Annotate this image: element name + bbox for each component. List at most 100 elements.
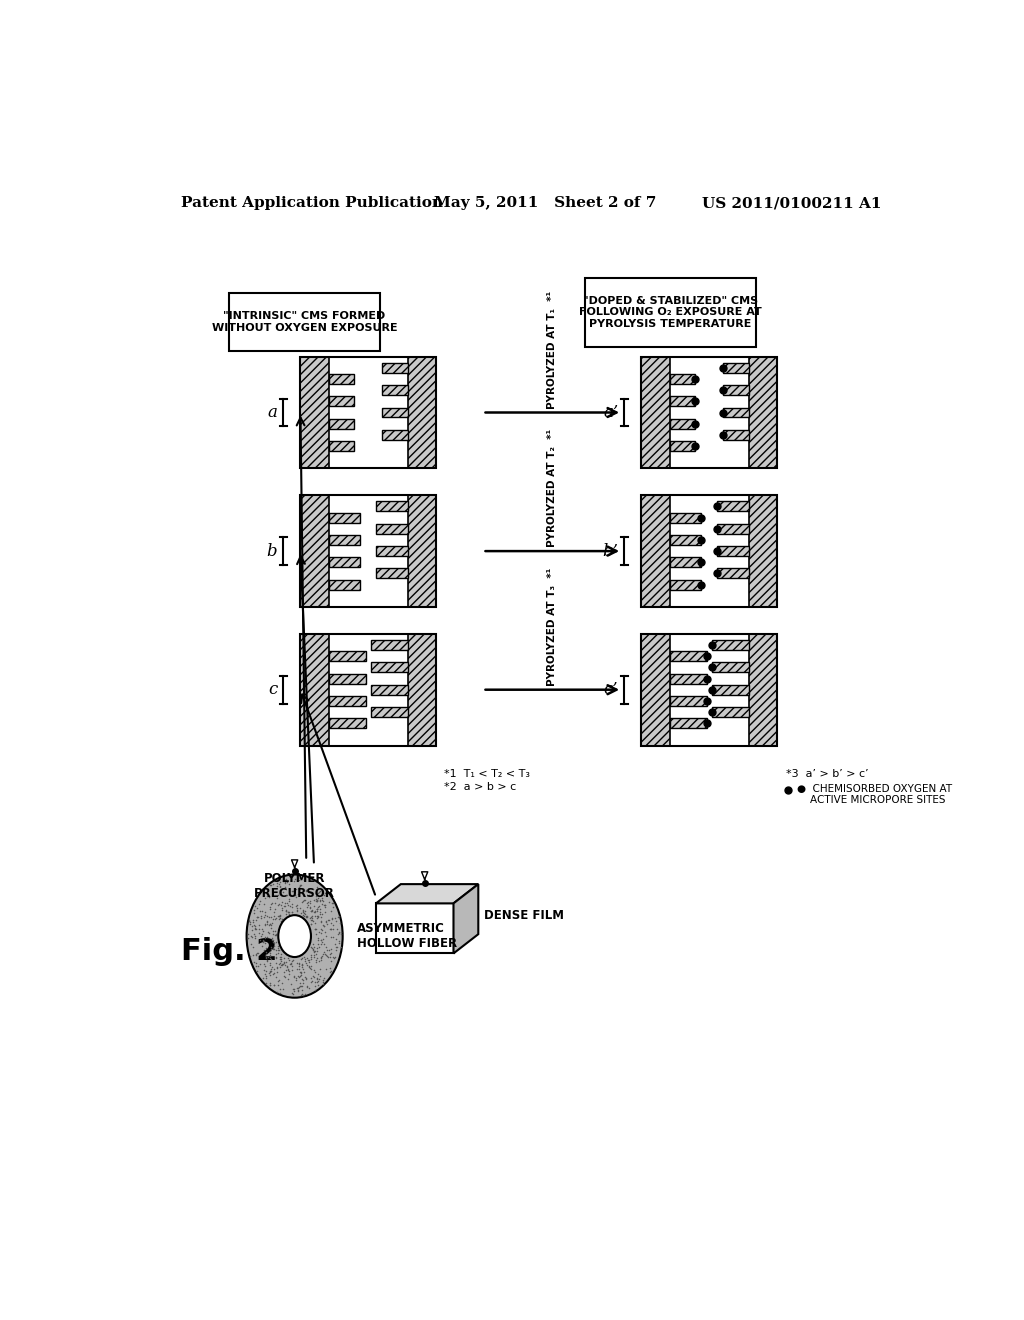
- Point: [256, 927, 272, 948]
- Point: [313, 948, 330, 969]
- Point: [301, 950, 317, 972]
- Point: [314, 974, 331, 995]
- Point: [312, 919, 329, 940]
- Point: [328, 936, 344, 957]
- Point: [254, 900, 270, 921]
- Point: [271, 979, 288, 1001]
- Point: [295, 958, 311, 979]
- Point: [305, 895, 322, 916]
- Point: [258, 948, 274, 969]
- Point: [293, 949, 309, 970]
- Point: [280, 958, 296, 979]
- Point: [308, 888, 325, 909]
- Point: [272, 871, 289, 892]
- Point: [306, 919, 323, 940]
- Point: [308, 899, 325, 920]
- Point: [262, 973, 279, 994]
- Bar: [670, 718, 707, 729]
- Point: [263, 949, 280, 970]
- Point: [251, 915, 267, 936]
- Bar: [641, 356, 777, 469]
- Text: a: a: [267, 404, 278, 421]
- Point: [255, 968, 271, 989]
- Point: [323, 939, 339, 960]
- Point: [241, 909, 257, 931]
- Point: [260, 921, 276, 942]
- Point: [247, 915, 263, 936]
- Point: [321, 909, 337, 931]
- Point: [278, 892, 294, 913]
- Point: [310, 896, 327, 917]
- Point: [302, 898, 318, 919]
- Point: [255, 894, 271, 915]
- Point: [262, 942, 279, 964]
- Point: [303, 968, 319, 989]
- Point: [309, 891, 326, 912]
- Point: [314, 913, 331, 935]
- Point: [271, 953, 288, 974]
- Point: [271, 906, 288, 927]
- Point: [262, 875, 279, 896]
- Point: [308, 923, 325, 944]
- Bar: [376, 524, 408, 533]
- Point: [278, 903, 294, 924]
- Point: [331, 921, 347, 942]
- Point: [296, 949, 312, 970]
- Bar: [329, 557, 360, 568]
- Point: [306, 940, 323, 961]
- Point: [248, 909, 264, 931]
- Point: [257, 968, 273, 989]
- Bar: [300, 634, 436, 746]
- Point: [300, 949, 316, 970]
- Point: [275, 952, 292, 973]
- Text: a’: a’: [603, 404, 618, 421]
- Point: [293, 875, 309, 896]
- Point: [327, 946, 343, 968]
- Point: [263, 961, 280, 982]
- Point: [276, 870, 293, 891]
- Point: [313, 932, 330, 953]
- Point: [309, 937, 326, 958]
- Point: [314, 919, 331, 940]
- Point: [254, 929, 270, 950]
- Point: [285, 880, 301, 902]
- Point: [316, 921, 333, 942]
- Point: [276, 952, 293, 973]
- Point: [255, 920, 271, 941]
- Point: [261, 962, 278, 983]
- Point: [247, 927, 263, 948]
- Text: "INTRINSIC" CMS FORMED
WITHOUT OXYGEN EXPOSURE: "INTRINSIC" CMS FORMED WITHOUT OXYGEN EX…: [212, 312, 397, 333]
- Point: [310, 895, 327, 916]
- Point: [245, 937, 261, 958]
- Point: [304, 906, 321, 927]
- Point: [257, 887, 273, 908]
- Bar: [670, 673, 707, 684]
- Point: [271, 940, 288, 961]
- Point: [273, 950, 290, 972]
- Point: [276, 895, 293, 916]
- Point: [261, 952, 278, 973]
- Point: [308, 890, 325, 911]
- Point: [269, 887, 286, 908]
- Text: *1  T₁ < T₂ < T₃: *1 T₁ < T₂ < T₃: [443, 768, 529, 779]
- Point: [306, 960, 323, 981]
- Point: [289, 900, 305, 921]
- Point: [298, 906, 314, 927]
- Point: [273, 973, 290, 994]
- Bar: [329, 512, 360, 523]
- Bar: [670, 396, 695, 407]
- Point: [270, 869, 287, 890]
- Point: [298, 968, 314, 989]
- Point: [299, 906, 315, 927]
- Point: [267, 908, 284, 929]
- Point: [252, 929, 268, 950]
- Bar: [717, 524, 749, 533]
- Point: [296, 870, 312, 891]
- Bar: [717, 569, 749, 578]
- Point: [315, 933, 332, 954]
- Point: [271, 946, 288, 968]
- Point: [322, 961, 338, 982]
- Point: [269, 956, 286, 977]
- Point: [247, 919, 263, 940]
- Point: [282, 902, 298, 923]
